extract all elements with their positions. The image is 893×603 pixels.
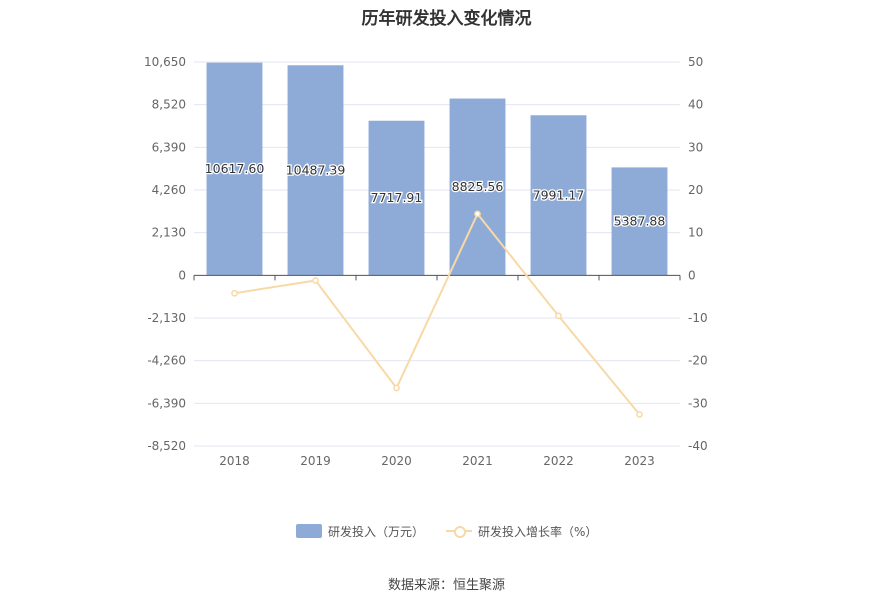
line-point [636,411,643,418]
bar-data-label: 5387.88 [614,213,666,228]
legend-line-label: 研发投入增长率（%） [478,524,598,539]
y-left-tick-label: -2,130 [147,311,186,325]
bar-data-label: 7717.91 [371,190,423,205]
y-left-tick-label: 2,130 [152,226,186,240]
bar-data-label: 8825.56 [452,179,504,194]
y-right-tick-label: -10 [688,311,708,325]
x-tick-label: 2020 [381,454,412,468]
line-point [231,289,238,297]
legend-item-bar[interactable]: 研发投入（万元） [296,523,424,540]
y-left-tick-label: 4,260 [152,183,186,197]
y-right-tick-label: 30 [688,140,703,154]
y-right-tick-label: -40 [688,439,708,453]
y-left-tick-label: -6,390 [147,396,186,410]
line-point [393,384,400,392]
bar-data-label: 10617.60 [205,161,265,176]
bar [368,120,425,276]
y-left-tick-label: -8,520 [147,439,186,453]
y-left-tick-label: 0 [178,268,186,282]
x-tick-label: 2018 [219,454,250,468]
line-point [555,312,562,320]
grid-lines [194,61,680,447]
y-right-tick-label: 40 [688,98,703,112]
axes: 10,650 8,520 6,390 4,260 2,130 0 -2,130 -4,260 -… [144,55,708,468]
y-right-tick-label: -30 [688,396,708,410]
line-point [312,277,319,284]
bar [611,167,668,276]
data-source: 数据来源：恒生聚源 [387,578,505,593]
x-tick-label: 2022 [543,454,574,468]
y-left-tick-label: 10,650 [144,55,186,69]
y-right-tick-label: 0 [688,268,696,282]
legend-item-line[interactable]: 研发投入增长率（%） [446,523,597,540]
y-right-tick-label: 50 [688,55,703,69]
y-left-tick-label: 6,390 [152,140,186,154]
bar [449,98,506,276]
bar [287,65,344,276]
x-tick-label: 2021 [462,454,493,468]
bar-series [206,62,668,276]
legend-bar-swatch [296,524,322,538]
bar-data-label: 10487.39 [286,162,346,177]
bar [206,62,263,276]
legend-bar-label: 研发投入（万元） [328,524,425,539]
bar [530,115,587,276]
bar-data-labels: 10617.60 10487.39 7717.91 8825.56 7991.17 538… [203,160,666,230]
x-tick-label: 2023 [624,454,655,468]
line-series [231,210,643,418]
y-left-tick-label: 8,520 [152,98,186,112]
line-point [474,210,481,218]
chart-title: 历年研发投入变化情况 [361,9,532,29]
bar-data-label: 7991.17 [533,187,585,202]
y-right-tick-label: -20 [688,354,708,368]
y-right-tick-label: 10 [688,226,703,240]
x-tick-label: 2019 [300,454,331,468]
growth-line [234,212,641,416]
y-right-tick-label: 20 [688,183,703,197]
legend: 研发投入（万元） 研发投入增长率（%） [296,521,619,541]
y-left-tick-label: -4,260 [147,354,186,368]
legend-line-swatch [446,524,473,538]
